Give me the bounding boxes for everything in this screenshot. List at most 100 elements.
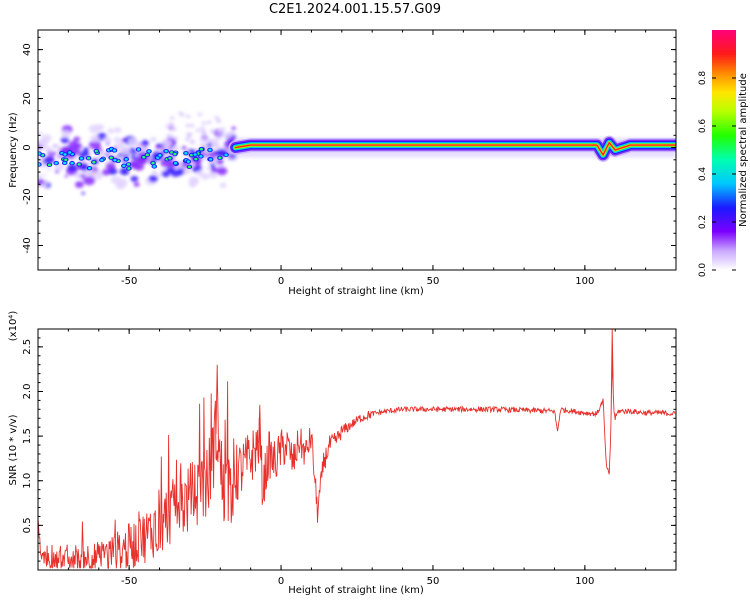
spectrogram-blob bbox=[61, 130, 71, 138]
spectrogram-blob bbox=[201, 129, 206, 134]
y-tick-label: 40 bbox=[22, 43, 33, 56]
spectrogram-blob bbox=[54, 144, 60, 149]
spectrogram-blob bbox=[160, 143, 165, 147]
spectrogram-blob bbox=[169, 122, 175, 127]
spectrogram-node-core bbox=[77, 163, 81, 166]
spectrogram-blob bbox=[74, 181, 84, 188]
spectrogram-blob bbox=[167, 135, 173, 139]
spectrogram-blob bbox=[77, 143, 82, 146]
spectrogram-blob bbox=[64, 174, 68, 178]
spectrogram-node-core bbox=[151, 161, 155, 165]
spectrogram-blob bbox=[42, 173, 47, 177]
snr-x-axis: -50 0 50 100 bbox=[37, 329, 677, 587]
spectrogram-blob bbox=[219, 182, 227, 188]
y-tick-label: 2.0 bbox=[22, 384, 33, 400]
spectrogram-y-axis: -40 -20 0 20 40 bbox=[22, 36, 676, 271]
spectrogram-blob bbox=[206, 120, 212, 125]
spectrogram-node-core bbox=[87, 166, 92, 170]
spectrogram-blob bbox=[200, 142, 205, 146]
spectrogram-node-core bbox=[126, 162, 131, 166]
spectrogram-blob bbox=[78, 145, 83, 149]
spectrogram-blob bbox=[42, 156, 54, 165]
colorbar-tick-label: 0.8 bbox=[698, 71, 708, 86]
spectrogram-node-core bbox=[186, 160, 190, 163]
spectrogram-node-core bbox=[79, 157, 84, 160]
spectrogram-blob bbox=[181, 162, 186, 166]
spectrogram-blob bbox=[44, 179, 48, 182]
spectrogram-node-core bbox=[47, 163, 52, 167]
spectrogram-blob bbox=[60, 136, 70, 144]
spectrogram-blob bbox=[197, 112, 203, 117]
spectrogram-blob bbox=[212, 159, 218, 163]
spectrogram-node-core bbox=[86, 156, 91, 160]
spectrogram-blob bbox=[83, 175, 96, 186]
spectrogram-blob bbox=[134, 153, 140, 158]
spectrogram-node-core bbox=[164, 149, 168, 153]
spectrogram-blob bbox=[231, 126, 236, 131]
spectrogram-panel: -50 0 50 100 -40 -20 0 20 40 Height of straight… bbox=[8, 29, 677, 297]
spectrogram-node-core bbox=[209, 158, 213, 161]
spectrogram-blob bbox=[103, 136, 112, 144]
spectrogram-blob bbox=[173, 136, 179, 141]
spectrogram-node-core bbox=[38, 163, 41, 166]
spectrogram-node-core bbox=[145, 153, 149, 157]
spectrogram-blob bbox=[108, 167, 118, 175]
y-tick-label: 1.0 bbox=[22, 473, 33, 489]
snr-y-multiplier: (x10⁴) bbox=[8, 311, 19, 342]
y-tick-label: 20 bbox=[22, 92, 33, 105]
spectrogram-blob bbox=[172, 145, 180, 151]
spectrogram-blob bbox=[211, 167, 219, 173]
x-tick-label: 100 bbox=[575, 576, 594, 587]
spectrogram-blob bbox=[41, 182, 48, 188]
spectrogram-blob bbox=[189, 123, 195, 128]
spectrogram-blob bbox=[101, 169, 110, 176]
spectrogram-blob bbox=[89, 151, 94, 155]
spectrogram-blob bbox=[67, 163, 78, 172]
spectrogram-blob bbox=[106, 142, 110, 146]
x-tick-label: 50 bbox=[427, 276, 440, 287]
spectrogram-blob bbox=[83, 147, 90, 153]
spectrogram-node-core bbox=[124, 157, 128, 161]
x-tick-label: 0 bbox=[278, 276, 284, 287]
spectrogram-node-core bbox=[218, 156, 222, 160]
spectrogram-node-core bbox=[109, 156, 113, 160]
spectrogram-blob bbox=[217, 146, 221, 150]
spectrogram-blob bbox=[171, 127, 177, 131]
spectrogram-blob bbox=[206, 139, 211, 144]
y-tick-label: 1.5 bbox=[22, 428, 33, 444]
spectrogram-blob bbox=[129, 152, 133, 156]
spectrogram-node-core bbox=[54, 161, 58, 165]
x-tick-label: -50 bbox=[121, 576, 137, 587]
spectrogram-node-core bbox=[173, 161, 178, 165]
spectrogram-node-core bbox=[187, 165, 191, 169]
spectrogram-blob bbox=[149, 136, 157, 143]
y-tick-label: 0.5 bbox=[22, 517, 33, 533]
spectrogram-blob bbox=[216, 166, 228, 176]
x-tick-label: 50 bbox=[427, 576, 440, 587]
y-tick-label: -40 bbox=[22, 237, 33, 253]
spectrogram-blob bbox=[155, 145, 161, 150]
spectrogram-blob bbox=[113, 136, 121, 143]
snr-panel: -50 0 50 100 0.5 1.0 1.5 2.0 2.5 Height of stra… bbox=[8, 311, 677, 596]
y-tick-label: 0 bbox=[22, 144, 33, 150]
spectrogram-blob bbox=[215, 158, 224, 165]
spectrogram-node-core bbox=[173, 152, 177, 156]
spectrogram-blob bbox=[209, 129, 215, 133]
spectrogram-blob bbox=[232, 157, 238, 162]
spectrogram-blob bbox=[214, 115, 220, 120]
spectrogram-blob bbox=[206, 143, 213, 148]
colorbar-tick-label: 0.0 bbox=[698, 263, 708, 278]
spectrogram-blob bbox=[180, 112, 185, 117]
spectrogram-node-core bbox=[199, 147, 203, 151]
spectrogram-blob bbox=[91, 170, 103, 180]
colorbar-label: Normalized spectral amplitude bbox=[738, 73, 749, 227]
spectrogram-blob bbox=[205, 166, 211, 171]
spectrogram-node-core bbox=[38, 152, 41, 155]
spectrogram-node-core bbox=[63, 153, 67, 156]
spectrogram-blob bbox=[89, 124, 101, 134]
spectrogram-node-core bbox=[208, 148, 212, 152]
spectrogram-node-core bbox=[127, 167, 131, 170]
spectrogram-node-core bbox=[184, 151, 188, 155]
spectrogram-blob bbox=[228, 136, 235, 142]
colorbar: 0.0 0.2 0.4 0.6 0.8 Normalized spectral ampl… bbox=[698, 30, 749, 277]
